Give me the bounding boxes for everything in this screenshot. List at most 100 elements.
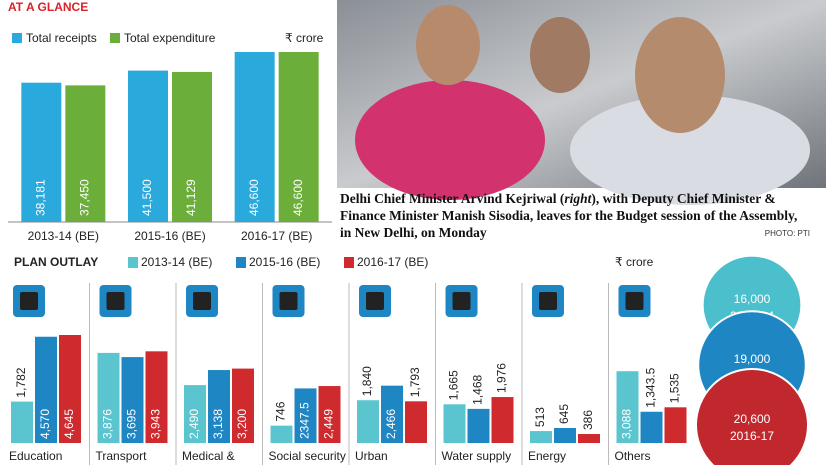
value-label: 386 [581,410,595,430]
legend-label: 2015-16 (BE) [249,255,320,269]
photo-figure [530,17,590,93]
bar [467,408,490,443]
bar [11,401,33,443]
value-label: 4,570 [38,409,52,439]
bar [554,428,576,443]
bar [381,385,403,443]
bar [664,407,687,443]
caption-text: Delhi Chief Minister Arvind Kejriwal ( [340,191,565,206]
value-label: 19,000 [734,352,771,366]
x-tick-label: Energy [528,449,566,463]
value-label: 46,600 [247,179,261,216]
value-label: 2,466 [384,409,398,439]
value-label: 1,782 [14,367,28,397]
bar [357,400,379,443]
value-label: 4,645 [62,409,76,439]
value-label: 3,088 [620,409,634,439]
bar [270,425,293,443]
value-label: 1,535 [668,373,682,403]
bar [491,397,514,443]
x-tick-label: Medical & [182,449,235,463]
legend-swatch [110,33,120,43]
bar [65,85,106,223]
category-icon [625,292,644,310]
x-tick-label: Water supply [442,449,512,463]
legend-label: Total receipts [26,31,97,45]
value-label: 16,000 [734,292,771,306]
legend-label: Total expenditure [124,31,216,45]
bar [128,70,168,222]
x-tick-label: Others [615,449,651,463]
bar [443,404,466,443]
bubble [695,368,809,465]
value-label: 1,840 [360,366,374,396]
bar [530,431,552,443]
legend-swatch [128,257,138,268]
bar [97,352,120,443]
legend-swatch [236,257,246,268]
value-label: 20,600 [734,412,771,426]
bar [145,351,168,443]
category-icon [20,292,38,310]
bar [184,385,206,443]
bar [318,386,341,443]
bar [278,52,319,222]
photo-credit: PHOTO: PTI [764,229,810,238]
photo-figure [635,17,725,133]
value-label: 1,665 [447,370,461,400]
x-tick-label: Social security [269,449,346,463]
x-tick-label: 2016-17 (BE) [241,229,312,243]
bar [294,388,317,443]
value-label: 2,490 [187,409,201,439]
category-icon [452,292,471,310]
photo-figure [570,95,810,205]
category-icon [539,292,557,310]
value-label: 3,876 [101,409,115,439]
photo-figure [355,80,545,200]
value-label: 46,600 [291,179,305,216]
photo-caption: Delhi Chief Minister Arvind Kejriwal (ri… [340,190,810,241]
legend-swatch [12,33,22,43]
bar [208,370,230,443]
bar [172,71,212,222]
bar [21,82,62,222]
category-icon [106,292,125,310]
category-icon [279,292,298,310]
bar [232,368,254,443]
value-label: 2,449 [322,409,336,439]
unit-label: ₹ crore [615,255,654,269]
legend-label: 2013-14 (BE) [141,255,212,269]
value-label: 1,343.5 [644,367,658,407]
x-tick-label: Urban [355,449,388,463]
x-tick-label: 2013-14 (BE) [28,229,99,243]
legend-swatch [344,257,354,268]
bar [35,336,57,443]
x-tick-label: 2015-16 (BE) [134,229,205,243]
value-label: 1,793 [408,367,422,397]
value-label: 38,181 [34,179,48,216]
page-title: AT A GLANCE [8,0,88,14]
caption-text: ), with Deputy Chief Minister & Finance … [340,191,798,240]
category-icon [193,292,211,310]
value-label: 3,943 [149,409,163,439]
value-label: 2347.5 [298,402,312,439]
caption-text: right [564,191,592,206]
chart-title: PLAN OUTLAY [14,255,98,269]
value-label: 3,695 [125,409,139,439]
value-label: 645 [557,404,571,424]
value-label: 513 [533,407,547,427]
bar [640,411,663,443]
bar [59,335,81,443]
x-tick-label: Transport [96,449,148,463]
bubble-category: 2016-17 [730,429,774,443]
value-label: 41,500 [140,179,154,216]
bar [121,357,144,443]
value-label: 41,129 [184,179,198,216]
legend-label: 2016-17 (BE) [357,255,428,269]
bar [616,371,639,443]
photo-figure [416,5,480,85]
bar [234,52,275,222]
value-label: 746 [274,401,288,421]
